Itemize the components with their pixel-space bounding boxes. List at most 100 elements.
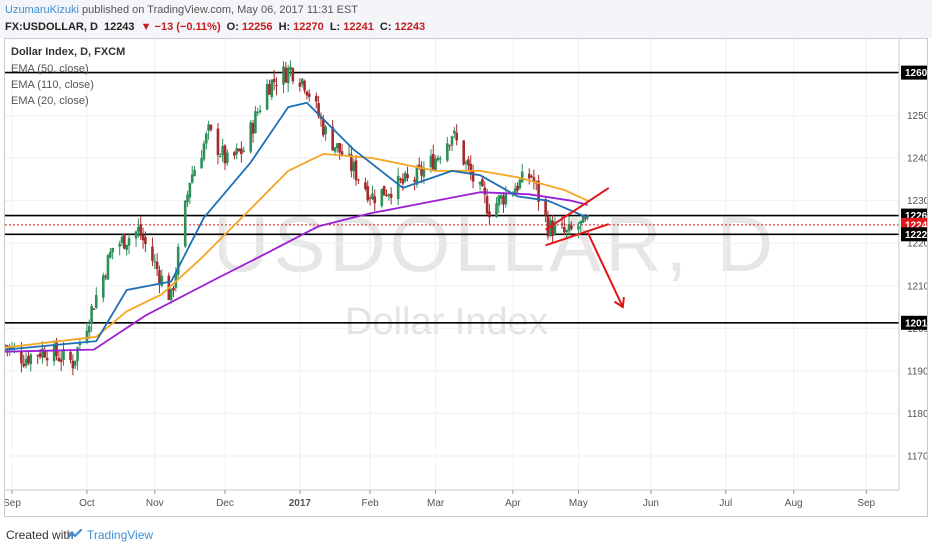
candle-body (27, 355, 30, 364)
symbol-label: FX:USDOLLAR, D (5, 21, 98, 33)
candle-body (151, 246, 154, 261)
candle-body (172, 287, 175, 291)
price-axis[interactable]: 1170011800119001200012100122001230012400… (898, 39, 932, 490)
candle-body (537, 180, 540, 202)
price-change: ▼ −13 (−0.11%) (140, 21, 221, 33)
candle-body (57, 357, 61, 361)
legend-title: Dollar Index, D, FXCM (11, 46, 125, 58)
candle-body (223, 145, 227, 164)
candle-body (139, 224, 143, 237)
candle-body (69, 351, 72, 361)
candle-body (176, 246, 180, 275)
candle-body (24, 358, 28, 366)
candle-body (467, 159, 470, 166)
candle-body (298, 82, 302, 87)
time-axis[interactable]: Sep Oct Nov Dec 2017 Feb Mar Apr May Jun Jul Aug Sep (3, 489, 899, 509)
candle-body (469, 163, 473, 174)
candle-body (71, 360, 75, 369)
candle-body (567, 223, 571, 231)
candle-body (481, 179, 484, 187)
author-link[interactable]: UzumaruKizuki (5, 4, 79, 16)
candle-body (43, 349, 47, 358)
candle-body (520, 171, 524, 183)
candle-body (518, 179, 522, 189)
candle-body (321, 118, 325, 136)
price-tag (901, 227, 931, 242)
publication-header: UzumaruKizuki published on TradingView.c… (0, 0, 932, 38)
annotations (545, 187, 625, 309)
candle-body (29, 354, 33, 365)
candle-body (429, 155, 433, 168)
candle-body (204, 133, 208, 144)
candle-body (434, 158, 437, 171)
time-tick-label: 2017 (289, 498, 312, 509)
candle-body (94, 295, 98, 308)
candle-body (340, 151, 344, 156)
candle-body (354, 160, 358, 181)
candle-body (448, 145, 451, 147)
high-label: H: (278, 21, 291, 33)
created-with-text: Created with (6, 528, 74, 542)
candle-body (584, 218, 587, 220)
time-tick-label: Dec (216, 498, 234, 509)
candle-body (216, 128, 220, 156)
candle-body (153, 261, 157, 263)
candle-body (420, 166, 423, 176)
candle-body (548, 219, 552, 236)
candle-body (422, 168, 426, 177)
close-value: 12243 (394, 21, 426, 33)
price-tick-label: 11700 (907, 451, 927, 462)
candle-body (387, 194, 391, 197)
candle-body (403, 172, 407, 182)
candle-body (160, 275, 164, 286)
candle-body (464, 161, 468, 164)
candle-body (141, 235, 145, 241)
legend-ema-110: EMA (110, close) (11, 79, 94, 91)
quote-line: FX:USDOLLAR, D 12243 ▼ −13 (−0.11%) O: 12… (5, 21, 428, 33)
horizontal-levels (5, 71, 899, 324)
candle-body (513, 188, 517, 194)
chart-frame[interactable]: USDOLLAR, D Dollar Index 11700 11800 11900… (3, 38, 932, 517)
candle-body (45, 357, 49, 361)
candle-body (221, 146, 224, 156)
candle-body (62, 349, 65, 360)
candle-body (331, 126, 334, 151)
tradingview-brand-link[interactable]: TradingView (87, 528, 154, 542)
candle-body (59, 359, 63, 362)
time-tick-label: Nov (146, 498, 164, 509)
candle-body (527, 173, 531, 179)
candle-body (90, 306, 93, 324)
candle-body (190, 174, 194, 183)
candle-body (546, 216, 550, 237)
ema-50-line (4, 153, 589, 349)
candle-body (495, 203, 498, 218)
price-chart[interactable]: USDOLLAR, D Dollar Index 11700 11800 11900… (3, 39, 932, 516)
candle-body (289, 66, 292, 70)
candle-body (137, 227, 140, 232)
legend-ema-50: EMA (50, close) (11, 63, 89, 75)
candle-body (291, 68, 295, 82)
candle-body (382, 185, 386, 196)
candle-body (532, 177, 536, 183)
candle-body (401, 178, 405, 184)
candle-body (399, 178, 402, 181)
ema-20-line (4, 101, 589, 351)
watermark: USDOLLAR, D Dollar Index (213, 200, 777, 343)
candle-body (242, 150, 246, 152)
candle-body (258, 110, 262, 112)
candle-body (41, 348, 44, 358)
candle-body (92, 308, 96, 310)
candle-body (307, 93, 311, 97)
chart-legend: Dollar Index, D, FXCM EMA (50, close) EM… (11, 46, 125, 107)
candle-body (560, 223, 564, 226)
candle-body (20, 350, 23, 364)
candle-body (101, 275, 105, 298)
arrow-head (613, 296, 625, 309)
candle-body (438, 158, 442, 160)
watermark-symbol: USDOLLAR, D (213, 200, 777, 288)
candle-body (455, 132, 458, 141)
candle-body (36, 355, 40, 357)
candle-body (406, 174, 409, 179)
candle-body (104, 276, 107, 278)
candle-body (516, 185, 519, 191)
